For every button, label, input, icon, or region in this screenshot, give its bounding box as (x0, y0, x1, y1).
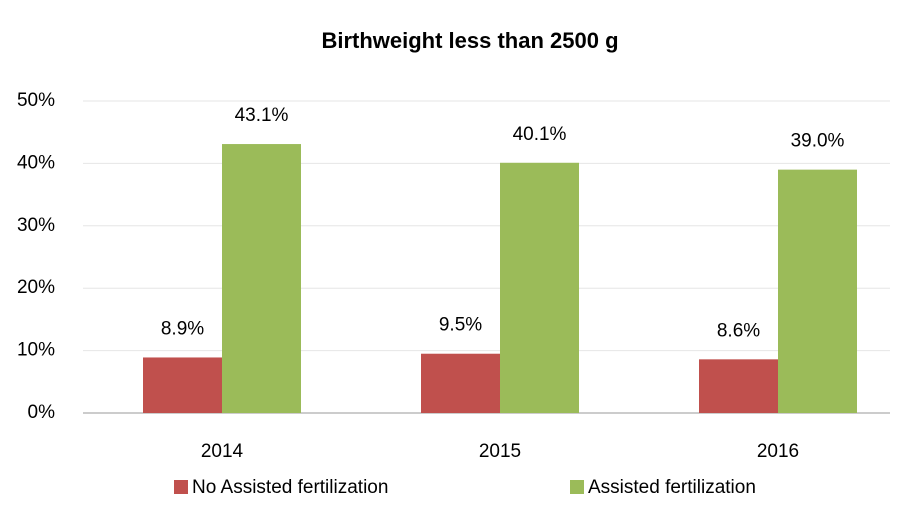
legend-label: Assisted fertilization (588, 477, 756, 498)
y-tick-label: 20% (17, 277, 55, 298)
y-tick-label: 30% (17, 215, 55, 236)
legend-swatch (174, 480, 188, 494)
legend-label: No Assisted fertilization (192, 477, 388, 498)
value-label: 8.6% (717, 320, 760, 341)
value-label: 43.1% (235, 105, 289, 126)
chart-title: Birthweight less than 2500 g (321, 28, 618, 53)
legend-swatch (570, 480, 584, 494)
y-tick-label: 40% (17, 152, 55, 173)
y-tick-label: 10% (17, 340, 55, 361)
x-tick-label: 2014 (201, 441, 244, 462)
bar (778, 169, 857, 413)
bar (222, 144, 301, 413)
value-label: 9.5% (439, 315, 482, 336)
value-label: 40.1% (513, 124, 567, 145)
x-tick-label: 2015 (479, 441, 521, 462)
bar (143, 357, 222, 413)
value-label: 39.0% (791, 131, 845, 152)
bar (699, 359, 778, 413)
bar (500, 162, 579, 413)
y-tick-label: 0% (28, 402, 56, 423)
value-label: 8.9% (161, 318, 204, 339)
x-tick-label: 2016 (757, 441, 799, 462)
bar (421, 353, 500, 413)
y-tick-label: 50% (17, 90, 55, 111)
